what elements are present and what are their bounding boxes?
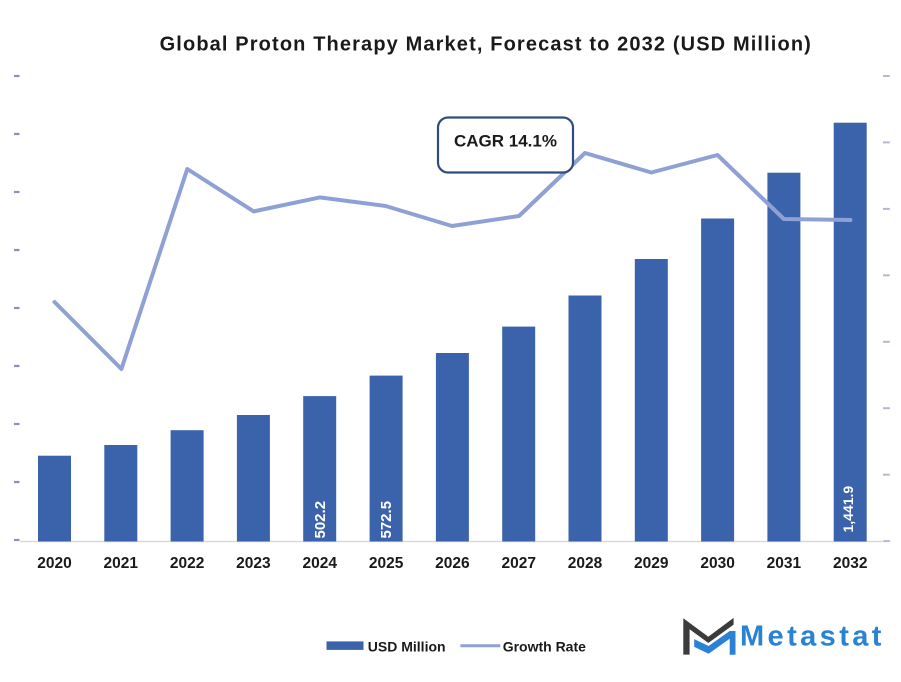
- svg-text:2023: 2023: [236, 555, 271, 572]
- svg-text:2030: 2030: [700, 555, 734, 572]
- svg-text:2026: 2026: [435, 555, 470, 572]
- svg-text:2022: 2022: [170, 555, 204, 572]
- svg-text:Metastat: Metastat: [740, 621, 885, 653]
- svg-text:2021: 2021: [104, 555, 139, 572]
- svg-text:2028: 2028: [568, 555, 603, 572]
- svg-text:2032: 2032: [833, 555, 867, 572]
- svg-text:USD Million: USD Million: [368, 639, 446, 655]
- svg-text:2027: 2027: [501, 555, 535, 572]
- svg-text:572.5: 572.5: [378, 501, 395, 539]
- svg-text:502.2: 502.2: [312, 501, 329, 539]
- svg-text:2029: 2029: [634, 555, 669, 572]
- svg-text:Growth Rate: Growth Rate: [503, 639, 586, 655]
- svg-text:CAGR 14.1%: CAGR 14.1%: [454, 132, 557, 151]
- svg-text:2031: 2031: [767, 555, 802, 572]
- svg-text:2020: 2020: [37, 555, 71, 572]
- svg-text:1,441.9: 1,441.9: [840, 486, 856, 533]
- svg-text:2024: 2024: [302, 555, 337, 572]
- svg-text:2025: 2025: [369, 555, 404, 572]
- svg-text:Global Proton Therapy Market,: Global Proton Therapy Market, Forecast t…: [160, 33, 812, 55]
